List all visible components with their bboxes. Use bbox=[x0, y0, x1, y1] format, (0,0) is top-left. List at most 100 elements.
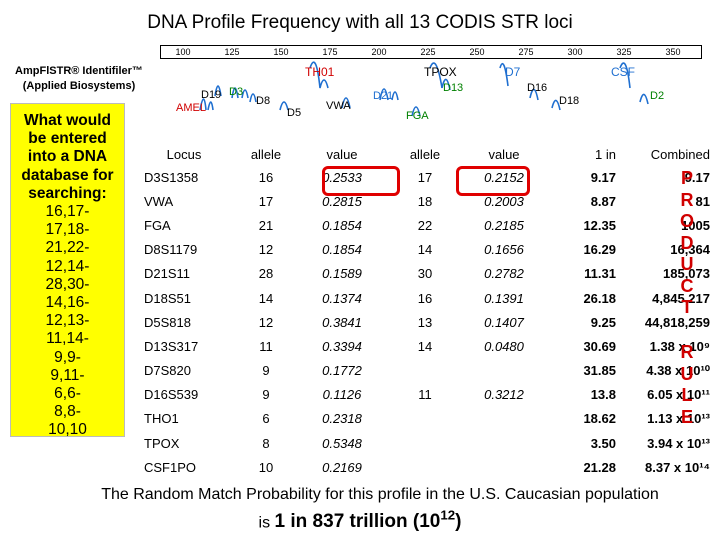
cell-locus: D21S11 bbox=[144, 266, 191, 282]
kit-name: AmpFlSTR® Identifiler™ bbox=[15, 65, 143, 77]
ruler-tick: 350 bbox=[665, 47, 681, 57]
table-row: D13S317 11 0.3394 14 0.0480 30.69 1.38 x 10⁹ bbox=[138, 334, 714, 358]
peak-d2 bbox=[639, 93, 649, 105]
answer-line: 28,30- bbox=[45, 275, 90, 293]
cell-locus: D16S539 bbox=[144, 387, 199, 403]
label-d2: D2 bbox=[650, 90, 665, 102]
cell-combined: 6.05 x 10¹¹ bbox=[647, 387, 710, 403]
cell-value-2 bbox=[468, 407, 540, 431]
cell-value-2: 0.0480 bbox=[484, 338, 524, 354]
cell-value-2: 0.3212 bbox=[484, 387, 524, 403]
question-line: What would bbox=[24, 112, 111, 129]
cell-one-in: 9.25 bbox=[590, 314, 616, 330]
cell-value-2: 0.1656 bbox=[484, 242, 524, 258]
cell-allele-1: 6 bbox=[262, 411, 270, 427]
table-row: CSF1PO 10 0.2169 21.28 8.37 x 10¹⁴ bbox=[138, 455, 714, 479]
label-d3: D3 bbox=[229, 86, 244, 98]
answer-line: 12,14- bbox=[45, 257, 90, 275]
peak-th01 bbox=[309, 61, 329, 89]
table-row: VWA 17 0.2815 18 0.2003 8.87 81 bbox=[138, 189, 714, 213]
label-amel: AMEL bbox=[176, 102, 206, 114]
cell-locus: CSF1PO bbox=[144, 459, 197, 475]
cell-combined: 4.38 x 10¹⁰ bbox=[646, 362, 710, 378]
peak-tpox bbox=[429, 62, 443, 89]
answer-line: 9,9- bbox=[54, 348, 81, 366]
slide-title: DNA Profile Frequency with all 13 CODIS … bbox=[147, 12, 573, 33]
kit-vendor: (Applied Biosystems) bbox=[22, 80, 136, 92]
cell-combined: 8.37 x 10¹⁴ bbox=[645, 459, 710, 475]
cell-locus: FGA bbox=[144, 217, 171, 233]
table-row: D18S51 14 0.1374 16 0.1391 26.18 4,845,217 bbox=[138, 286, 714, 310]
cell-one-in: 9.17 bbox=[590, 169, 616, 185]
cell-allele-2 bbox=[382, 407, 468, 431]
ruler-tick: 100 bbox=[175, 47, 191, 57]
cell-allele-2: 16 bbox=[417, 290, 433, 306]
cell-value-1: 0.2533 bbox=[322, 169, 362, 185]
cell-combined: 81 bbox=[695, 193, 710, 209]
cell-allele-1: 9 bbox=[262, 387, 270, 403]
cell-value-1: 0.1854 bbox=[322, 242, 362, 258]
cell-value-1: 0.1589 bbox=[322, 266, 362, 282]
cell-value-1: 0.3394 bbox=[322, 338, 362, 354]
rule-letter: U bbox=[680, 363, 694, 384]
cell-one-in: 31.85 bbox=[583, 363, 616, 379]
cell-locus: D18S51 bbox=[144, 290, 191, 306]
product-letter: U bbox=[680, 254, 694, 274]
label-th01: TH01 bbox=[305, 65, 335, 79]
table-row: D5S818 12 0.3841 13 0.1407 9.25 44,818,259 bbox=[138, 310, 714, 334]
cell-combined: 16,364 bbox=[670, 242, 710, 258]
ruler-tick: 275 bbox=[518, 47, 534, 57]
size-ruler: 100 125 150 175 200 225 250 275 300 325 … bbox=[160, 45, 702, 59]
cell-allele-1: 28 bbox=[258, 266, 274, 282]
product-letter: T bbox=[681, 297, 693, 317]
cell-locus: D7S820 bbox=[144, 363, 191, 379]
peak-d3 bbox=[231, 87, 249, 99]
question-line: be entered bbox=[28, 130, 107, 148]
table-row: D3S1358 16 0.2533 17 0.2152 9.17 9.17 bbox=[138, 165, 714, 189]
answer-line: 21,22- bbox=[45, 239, 90, 257]
product-label: P R O D U C T bbox=[676, 168, 698, 319]
cell-value-1: 0.1772 bbox=[322, 363, 362, 379]
question-line: database for bbox=[21, 166, 114, 184]
cell-allele-2 bbox=[382, 455, 468, 479]
col-header-combined: Combined bbox=[650, 146, 710, 162]
question-line: into a DNA bbox=[27, 148, 108, 166]
label-d13: D13 bbox=[443, 82, 464, 94]
col-header-allele-2: allele bbox=[409, 146, 441, 162]
cell-value-1: 0.2318 bbox=[322, 411, 362, 427]
cell-allele-2 bbox=[382, 431, 468, 455]
cell-allele-2: 18 bbox=[417, 193, 433, 209]
cell-one-in: 8.87 bbox=[590, 193, 616, 209]
label-d19: D19 bbox=[201, 89, 222, 101]
product-letter: P bbox=[680, 168, 693, 188]
table-row: THO1 6 0.2318 18.62 1.13 x 10¹³ bbox=[138, 407, 714, 431]
cell-allele-1: 12 bbox=[258, 314, 274, 330]
cell-locus: D8S1179 bbox=[144, 242, 198, 258]
cell-one-in: 11.31 bbox=[584, 266, 616, 282]
cell-allele-2: 11 bbox=[418, 387, 432, 403]
frequency-table: Locus allele value allele value 1 in Com… bbox=[138, 143, 714, 479]
table-row: D8S1179 12 0.1854 14 0.1656 16.29 16,364 bbox=[138, 238, 714, 262]
cell-allele-1: 9 bbox=[262, 363, 270, 379]
answer-line: 6,6- bbox=[54, 385, 81, 403]
peak-d18 bbox=[551, 99, 561, 111]
rule-label: R U L E bbox=[676, 342, 698, 428]
question-text: What would be entered into a DNA databas… bbox=[11, 104, 124, 203]
peak-d7 bbox=[499, 63, 509, 87]
rmp-value: 1 in 837 trillion (1012) bbox=[275, 508, 462, 532]
table-row: D16S539 9 0.1126 11 0.3212 13.8 6.05 x 10¹¹ bbox=[138, 383, 714, 407]
cell-allele-2: 30 bbox=[417, 266, 433, 282]
ruler-tick: 325 bbox=[616, 47, 632, 57]
ruler-tick: 150 bbox=[273, 47, 289, 57]
col-header-value-1: value bbox=[326, 146, 358, 162]
label-d8: D8 bbox=[256, 95, 271, 107]
question-line: searching: bbox=[28, 184, 107, 202]
col-header-locus: Locus bbox=[166, 146, 202, 162]
product-letter: D bbox=[680, 232, 694, 253]
cell-combined: 44,818,259 bbox=[644, 314, 710, 330]
cell-locus: D3S1358 bbox=[144, 169, 199, 185]
rule-letter: L bbox=[681, 385, 693, 405]
cell-value-2 bbox=[468, 455, 540, 479]
cell-value-2: 0.2003 bbox=[484, 193, 524, 209]
cell-allele-2: 13 bbox=[417, 314, 433, 330]
